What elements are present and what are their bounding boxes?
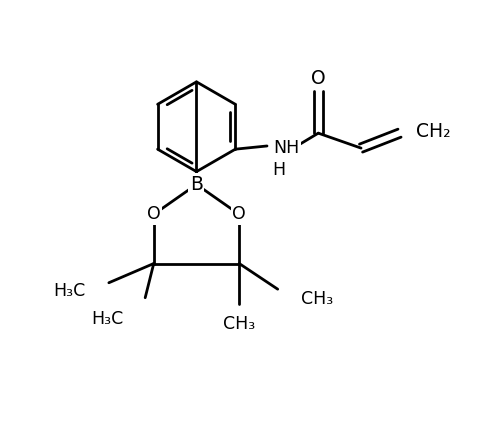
Text: CH₂: CH₂ <box>416 122 450 141</box>
Text: H: H <box>272 162 285 179</box>
Text: NH: NH <box>273 139 300 157</box>
Text: H₃C: H₃C <box>53 282 85 301</box>
Text: H₃C: H₃C <box>92 310 124 328</box>
Text: O: O <box>147 205 161 223</box>
Text: O: O <box>311 69 326 88</box>
Text: O: O <box>232 205 246 223</box>
Text: CH₃: CH₃ <box>301 290 334 307</box>
Text: B: B <box>190 175 203 194</box>
Text: CH₃: CH₃ <box>223 315 255 333</box>
